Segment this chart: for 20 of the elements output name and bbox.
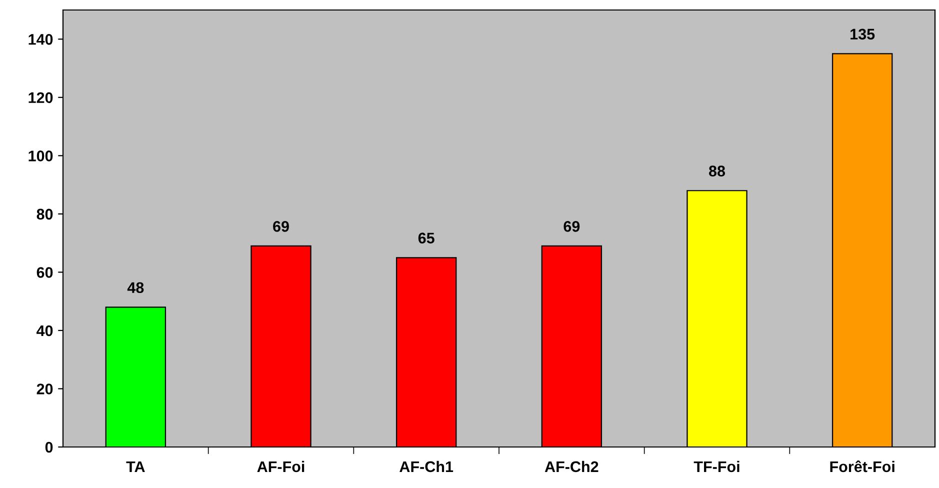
y-tick-label: 120: [28, 92, 53, 104]
y-tick-label: 60: [36, 267, 53, 278]
x-tick-label: Forêt-Foi: [830, 460, 894, 472]
y-tick-label: 20: [36, 384, 53, 394]
data-label: 69: [273, 221, 289, 232]
data-label: 65: [418, 232, 434, 244]
x-tick-label: TA: [126, 461, 145, 472]
y-tick-label: 80: [36, 208, 53, 220]
x-tick-label: TF-Foi: [694, 460, 740, 472]
data-label: 48: [127, 282, 144, 294]
x-tick-label: AF-Foi: [257, 460, 304, 472]
y-tick-label: 140: [28, 34, 53, 45]
data-label: 69: [564, 221, 580, 232]
data-label: 135: [850, 28, 875, 40]
x-tick-label: AF-Ch1: [400, 460, 454, 472]
y-tick-label: 100: [28, 150, 53, 162]
y-tick-label: 0: [45, 442, 53, 453]
data-label: 88: [708, 166, 726, 176]
x-tick-label: AF-Ch2: [544, 460, 598, 472]
y-tick-label: 40: [36, 325, 53, 336]
